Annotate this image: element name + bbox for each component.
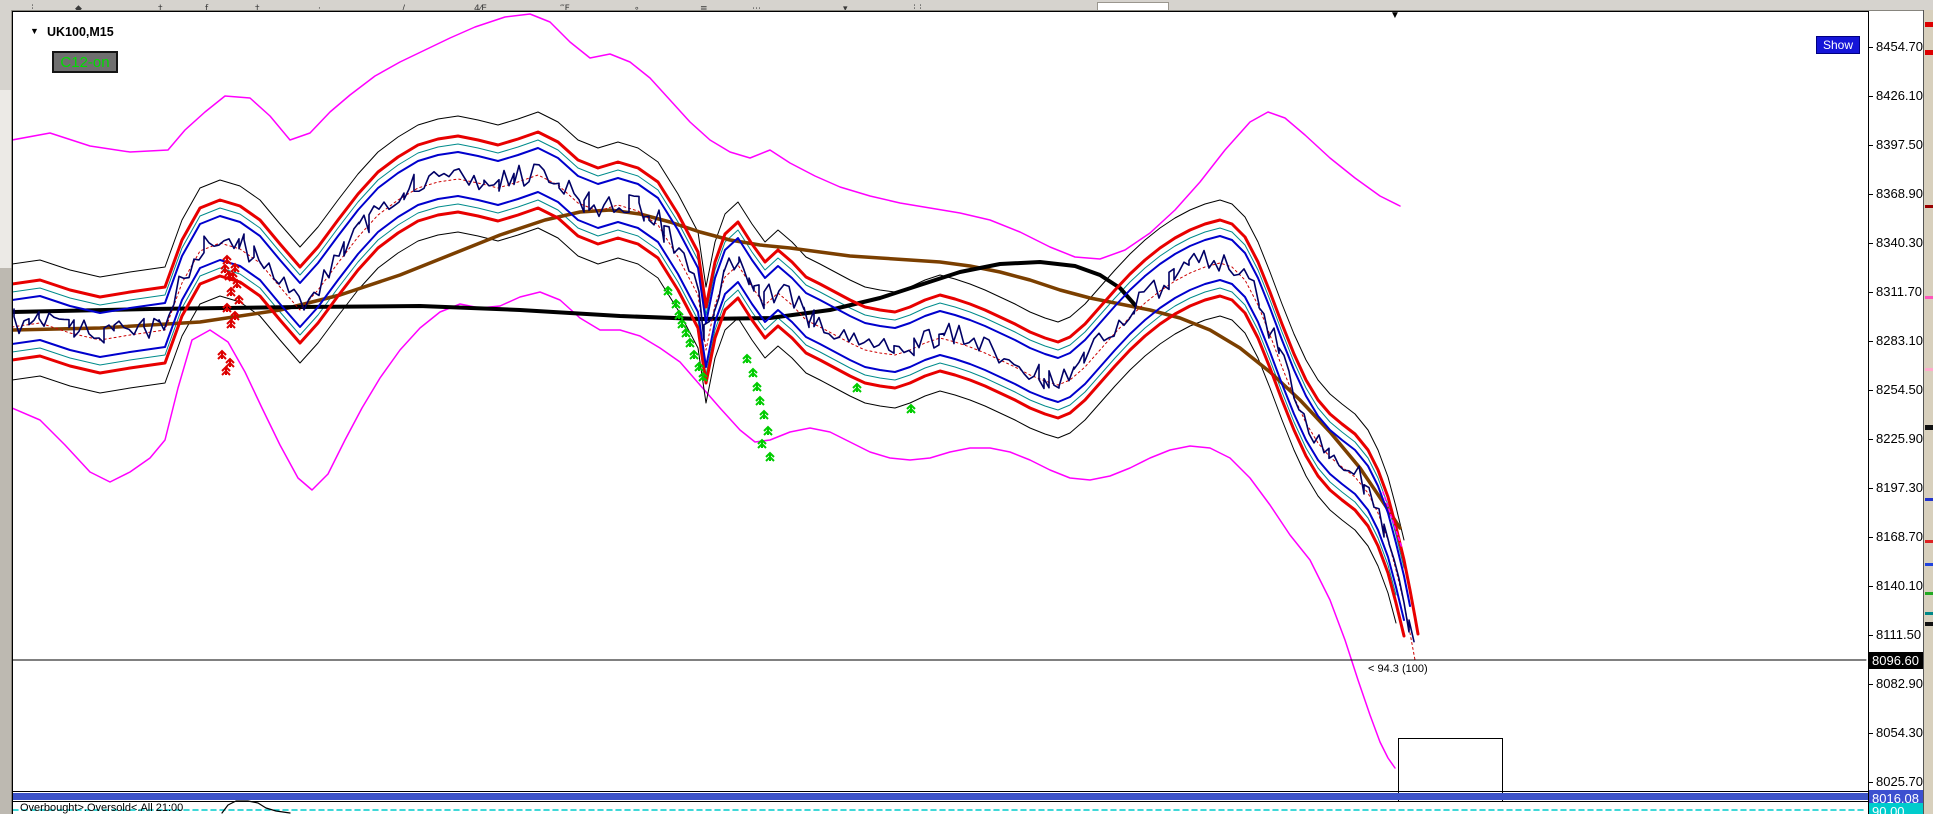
axis-price-label: 8397.50 [1876,137,1923,152]
axis-tick [1869,684,1873,685]
chart-bottom-border [13,791,1922,792]
left-dock-strip [0,268,12,814]
toolbar-icon-fragment[interactable]: ◆ [75,4,82,11]
axis-tick [1869,635,1873,636]
axis-price-label: 8054.30 [1876,725,1923,740]
toolbar-icon-fragment[interactable]: † [255,4,260,11]
axis-tick [1869,292,1873,293]
toolbar-icon-fragment[interactable]: ⋮ [916,4,925,11]
toolbar-icon-fragment[interactable]: ∘ [634,4,640,11]
axis-price-label: 8311.70 [1876,284,1923,299]
axis-tick [1869,96,1873,97]
axis-tick [1869,390,1873,391]
axis-price-label: 8454.70 [1876,39,1923,54]
bid-price-label: 8016.08 [1869,790,1923,807]
axis-price-label: 8168.70 [1876,529,1923,544]
background-line-end [1925,563,1933,566]
background-line-end [1925,368,1933,371]
price-axis[interactable]: 8454.70 8426.10 8397.50 8368.90 8340.30 8311.… [1868,11,1923,814]
window-separator-bar[interactable] [13,793,1921,800]
background-line-end [1925,50,1933,55]
background-line-end [1925,425,1933,430]
background-line-end [1925,622,1933,626]
toolbar-icon-fragment[interactable]: ⋮ [28,4,37,11]
axis-price-label: 8225.90 [1876,431,1923,446]
axis-tick [1869,194,1873,195]
axis-tick [1869,586,1873,587]
axis-price-label: 8426.10 [1876,88,1923,103]
background-line-end [1925,205,1933,208]
toolbar-icon-fragment[interactable]: ‴F [560,4,570,11]
subwindow-top-border [13,801,1922,802]
background-line-end [1925,22,1933,27]
axis-tick [1869,782,1873,783]
axis-price-label: 8197.30 [1876,480,1923,495]
toolbar-icon-fragment[interactable]: ƒ [205,4,209,11]
axis-price-label: 8254.50 [1876,382,1923,397]
background-line-end [1925,540,1933,543]
left-dock-strip [0,90,12,268]
toolbar-icon-fragment[interactable]: · [318,4,321,11]
background-line-end [1925,612,1933,615]
chart-collapse-icon[interactable]: ▼ [30,26,39,36]
toolbar-icon-fragment[interactable]: ▾ [843,4,848,11]
left-dock-strip [0,10,12,90]
chart-window[interactable]: ▼ UK100,M15 C12-on Show [12,11,1922,814]
axis-tick [1869,488,1873,489]
axis-tick [1869,341,1873,342]
axis-tick [1869,47,1873,48]
toolbar-icon-fragment[interactable]: ∕ [402,4,406,11]
subwindow-indicator-label: Overbought>.Oversold<.All 21:00 [20,802,184,814]
toolbar-strip: ⋮ ◆ † ƒ † · ∕ 4⁄E ‴F ∘ ≡ ⋯ ▾ ⋮ ⋮ [0,0,1933,11]
toolbar-icon-fragment[interactable]: † [158,4,163,11]
axis-price-label: 8283.10 [1876,333,1923,348]
bbb-price-comment-label: < 94.3 (100) [1368,663,1428,675]
toolbar-field[interactable] [1097,2,1169,10]
axis-tick [1869,733,1873,734]
axis-price-label: 8111.50 [1876,627,1922,642]
axis-price-label: 8082.90 [1876,676,1923,691]
c12-toggle-button[interactable]: C12-on [52,51,118,73]
scroll-to-end-icon[interactable]: ▼ [1390,10,1400,21]
axis-tick [1869,243,1873,244]
background-line-end [1925,296,1933,299]
axis-tick [1869,145,1873,146]
toolbar-icon-fragment[interactable]: ⋮ [910,4,919,11]
subwindow-scale-label: 90.00 [1869,803,1923,814]
axis-price-label: 8340.30 [1876,235,1923,250]
toolbar-icon-fragment[interactable]: 4⁄E [474,4,487,11]
toolbar-icon-fragment[interactable]: ⋯ [752,4,761,11]
axis-price-label: 8368.90 [1876,186,1923,201]
toolbar-icon-fragment[interactable]: ≡ [700,4,708,11]
symbol-timeframe-label: UK100,M15 [47,25,114,39]
current-price-label: 8096.60 [1869,652,1923,669]
background-line-end [1925,498,1933,501]
background-line-end [1925,592,1933,595]
axis-price-label: 8140.10 [1876,578,1923,593]
axis-price-label: 8025.70 [1876,774,1923,789]
background-window-edge [1923,10,1933,814]
axis-tick [1869,537,1873,538]
axis-tick [1869,439,1873,440]
show-button[interactable]: Show [1816,36,1860,54]
